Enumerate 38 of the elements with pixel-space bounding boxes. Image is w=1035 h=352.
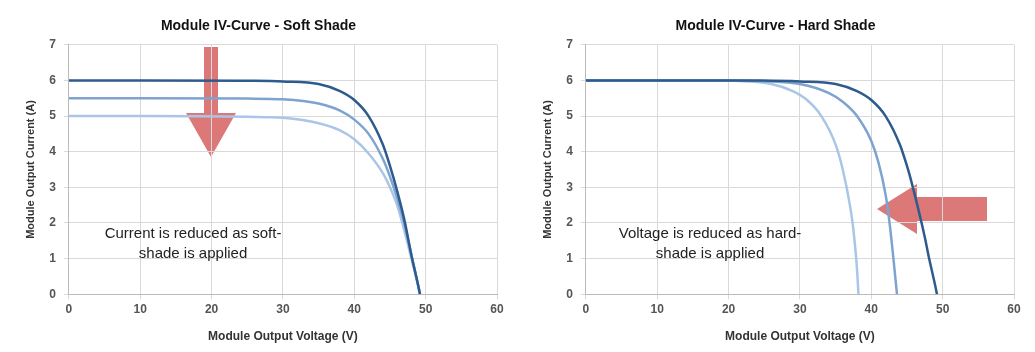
y-axis-title: Module Output Current (A) — [23, 99, 36, 239]
x-tick-label: 50 — [935, 301, 950, 316]
x-axis-title: Module Output Voltage (V) — [725, 329, 875, 344]
y-tick-label: 0 — [49, 286, 57, 301]
x-tick-label: 30 — [793, 301, 807, 316]
x-tick-label: 10 — [133, 301, 148, 316]
annotation: Voltage is reduced as hard-shade is applied — [618, 224, 802, 262]
x-tick-label: 30 — [276, 301, 290, 316]
x-tick-label: 60 — [1007, 301, 1021, 316]
y-tick-label: 1 — [49, 250, 57, 265]
x-tick-label: 50 — [418, 301, 433, 316]
y-tick-label: 2 — [49, 215, 57, 230]
y-tick-label: 7 — [49, 37, 57, 52]
x-tick-label: 0 — [65, 301, 73, 316]
x-axis-title: Module Output Voltage (V) — [208, 329, 358, 344]
y-tick-label: 4 — [566, 144, 574, 158]
y-tick-label: 5 — [566, 108, 574, 123]
y-tick-label: 3 — [49, 179, 57, 194]
x-tick-label: 60 — [490, 301, 504, 316]
chart-title: Module IV-Curve - Hard Shade — [675, 17, 876, 34]
x-tick-label: 20 — [721, 301, 736, 316]
x-tick-label: 40 — [347, 301, 362, 316]
y-axis-title: Module Output Current (A) — [540, 99, 553, 239]
x-tick-label: 40 — [864, 301, 879, 316]
x-tick-label: 20 — [204, 301, 219, 316]
x-tick-label: 10 — [650, 301, 665, 316]
annotation: Current is reduced as soft-shade is applied — [104, 224, 282, 262]
y-tick-label: 3 — [566, 179, 574, 194]
chart-title: Module IV-Curve - Soft Shade — [160, 17, 357, 34]
y-tick-label: 1 — [566, 250, 574, 265]
y-tick-label: 5 — [49, 108, 57, 123]
x-tick-label: 0 — [582, 301, 590, 316]
y-tick-label: 6 — [49, 72, 57, 87]
y-tick-label: 2 — [566, 215, 574, 230]
y-tick-label: 0 — [566, 286, 574, 301]
y-tick-label: 7 — [566, 37, 574, 52]
y-tick-label: 6 — [566, 72, 574, 87]
y-tick-label: 4 — [49, 144, 57, 158]
